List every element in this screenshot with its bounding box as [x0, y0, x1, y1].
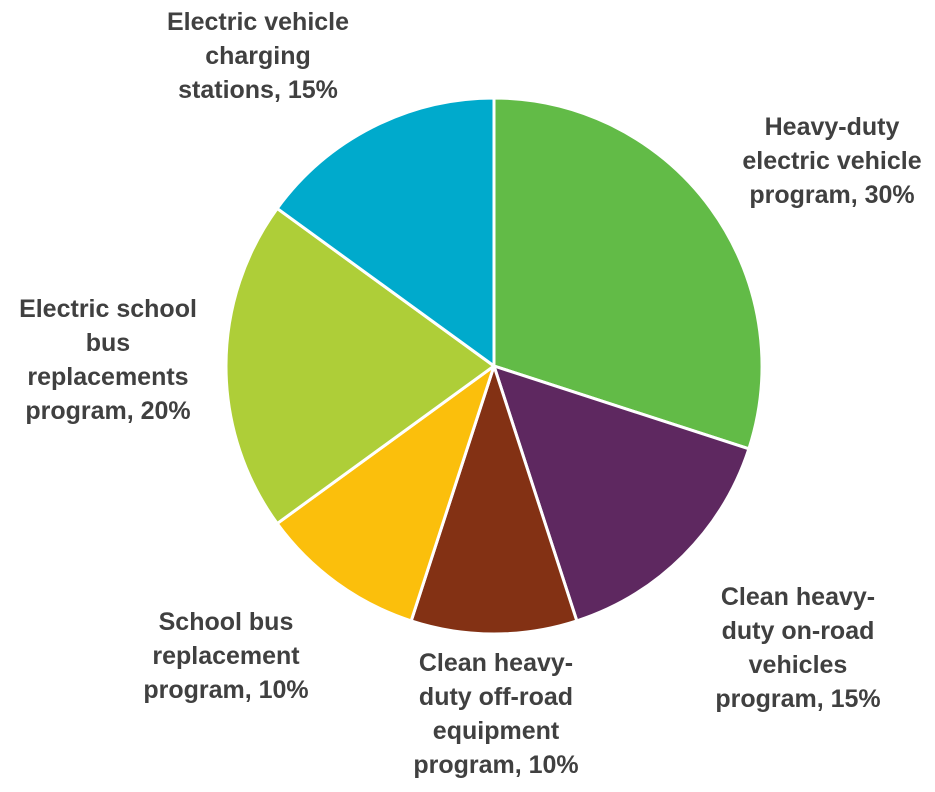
pie-slice-clean-heavy-duty-on-road-vehicles-program: [492, 364, 751, 623]
label-school-bus-replacement: School bus replacement program, 10%: [143, 608, 309, 704]
pie-slice-electric-vehicle-charging-stations: [275, 96, 496, 368]
pie-slice-clean-heavy-duty-off-road-equipment-program: [409, 364, 579, 636]
pie-slice-heavy-duty-electric-vehicle-program: [492, 96, 764, 451]
pie-slice-school-bus-replacement-program: [275, 364, 496, 623]
label-heavy-duty-ev: Heavy-duty electric vehicle program, 30%: [742, 113, 922, 209]
pie-slice-electric-school-bus-replacements-program: [224, 206, 496, 526]
label-ev-charging-stations: Electric vehicle charging stations, 15%: [166, 8, 350, 104]
label-electric-school-bus: Electric school bus replacements program…: [19, 295, 197, 425]
label-off-road-equipment: Clean heavy- duty off-road equipment pro…: [413, 649, 579, 779]
label-on-road-vehicles: Clean heavy- duty on-road vehicles progr…: [715, 583, 881, 713]
